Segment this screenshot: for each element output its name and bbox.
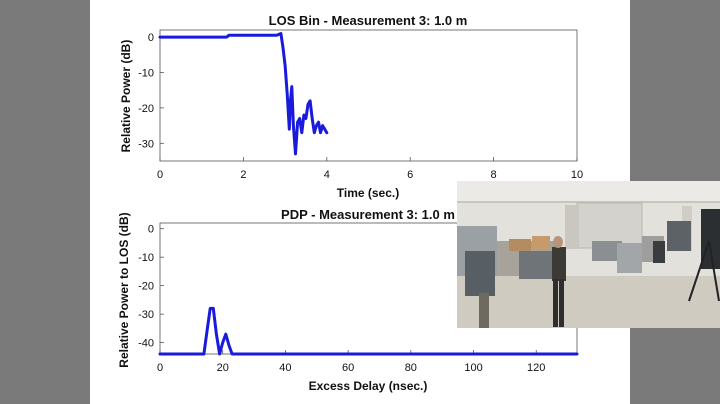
- y-tick-label: -10: [138, 252, 154, 264]
- y-tick-label: -30: [138, 309, 154, 321]
- y-axis-label: Relative Power to LOS (dB): [117, 212, 131, 367]
- x-tick-label: 2: [240, 169, 246, 181]
- x-tick-label: 0: [157, 169, 163, 181]
- x-tick-label: 80: [405, 362, 417, 374]
- y-axis-label: Relative Power (dB): [119, 40, 133, 153]
- x-tick-label: 0: [157, 362, 163, 374]
- x-axis-label: Time (sec.): [337, 186, 399, 200]
- x-tick-label: 40: [279, 362, 291, 374]
- y-axis-ticks: 0 -10 -20 -30: [138, 32, 164, 150]
- plot-area: [159, 29, 578, 162]
- camera-video-inset: [457, 181, 720, 328]
- series-line: [158, 32, 329, 156]
- x-tick-label: 10: [571, 169, 583, 181]
- x-tick-label: 8: [491, 169, 497, 181]
- y-tick-label: -40: [138, 338, 154, 350]
- y-axis-ticks: 0 -10 -20 -30 -40: [138, 224, 164, 350]
- x-axis-ticks: 0 20 40 60 80 100 120: [157, 350, 545, 374]
- y-tick-label: 0: [148, 32, 154, 44]
- x-axis-label: Excess Delay (nsec.): [309, 379, 428, 393]
- y-tick-label: -20: [138, 103, 154, 115]
- x-tick-label: 120: [527, 362, 545, 374]
- y-tick-label: -20: [138, 281, 154, 293]
- plot-marks: [158, 306, 579, 356]
- chart-title: PDP - Measurement 3: 1.0 m: [281, 207, 455, 222]
- x-tick-label: 60: [342, 362, 354, 374]
- series-line: [158, 306, 579, 356]
- lab-room-image: [457, 181, 720, 328]
- x-tick-label: 6: [407, 169, 413, 181]
- left-margin: [0, 0, 90, 404]
- y-tick-label: 0: [148, 224, 154, 236]
- x-axis-ticks: 0 2 4 6 8 10: [157, 157, 583, 181]
- chart-title: LOS Bin - Measurement 3: 1.0 m: [269, 13, 468, 28]
- x-tick-label: 100: [464, 362, 482, 374]
- x-tick-label: 20: [217, 362, 229, 374]
- y-tick-label: -10: [138, 67, 154, 79]
- y-tick-label: -30: [138, 138, 154, 150]
- x-tick-label: 4: [324, 169, 330, 181]
- los-bin-chart: LOS Bin - Measurement 3: 1.0 m 0 -10 -20 -3…: [119, 13, 583, 200]
- plot-marks: [158, 32, 329, 156]
